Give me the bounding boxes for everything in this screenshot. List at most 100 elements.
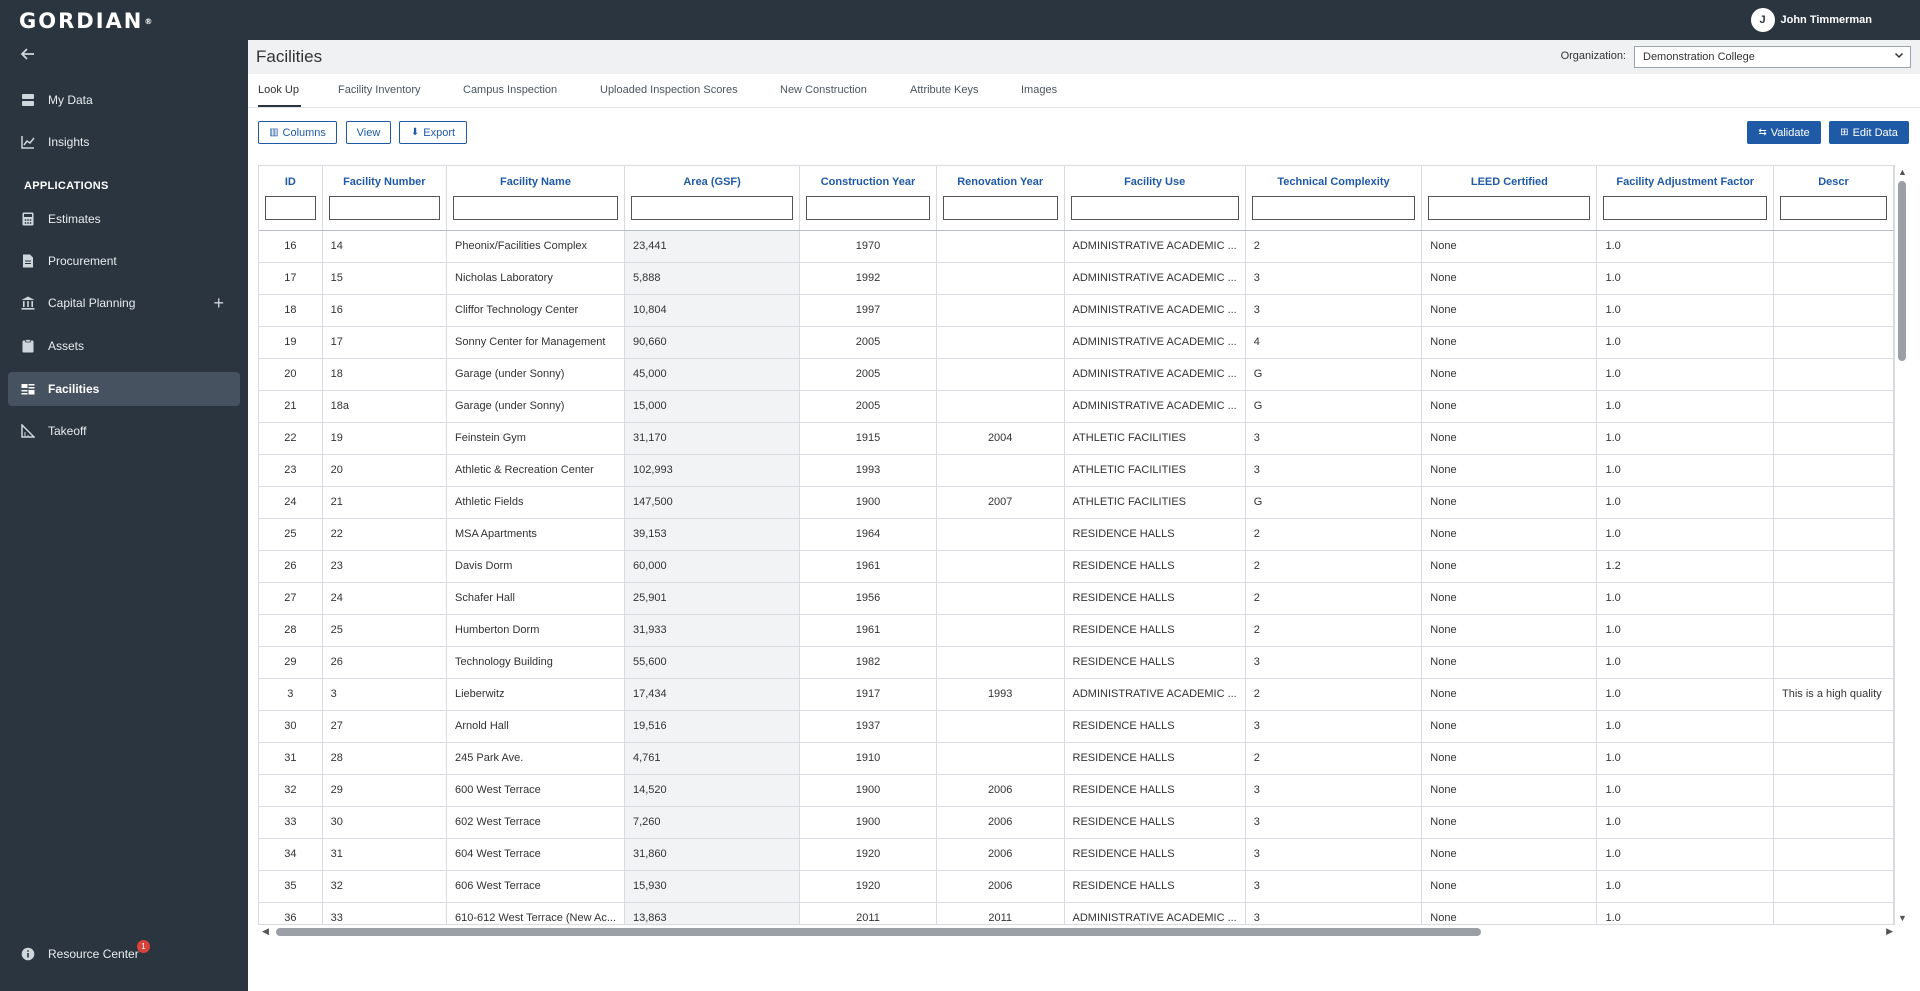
sidebar-item-takeoff[interactable]: Takeoff xyxy=(8,414,240,448)
table-cell: 14,520 xyxy=(624,774,801,807)
column-filter-input[interactable] xyxy=(1070,196,1239,220)
vertical-scrollbar[interactable]: ▲ ▼ xyxy=(1895,165,1909,925)
table-row[interactable]: 34 31 604 West Terrace 31,860 1920 2006 RESIDE… xyxy=(259,838,1894,871)
sidebar-item-resource-center[interactable]: Resource Center xyxy=(8,937,240,971)
table-cell: 600 West Terrace xyxy=(446,774,625,807)
view-button[interactable]: View xyxy=(346,121,391,144)
table-cell: 14 xyxy=(322,230,448,263)
table-row[interactable]: 30 27 Arnold Hall 19,516 1937 RESIDENCE HALLS… xyxy=(259,710,1894,743)
table-cell: 1.0 xyxy=(1596,486,1774,519)
tab-uploaded-inspection-scores[interactable]: Uploaded Inspection Scores xyxy=(600,84,738,96)
column-header[interactable]: Facility Adjustment Factor xyxy=(1596,166,1774,231)
column-header[interactable]: Construction Year xyxy=(799,166,937,231)
table-row[interactable]: 33 30 602 West Terrace 7,260 1900 2006 RESIDEN… xyxy=(259,806,1894,839)
table-cell: 2005 xyxy=(799,358,937,391)
sidebar-item-estimates[interactable]: Estimates xyxy=(8,202,240,236)
gordian-logo[interactable]: GORDIAN ® xyxy=(19,9,153,33)
column-header[interactable]: Technical Complexity xyxy=(1245,166,1423,231)
table-cell: 3 xyxy=(1245,422,1423,455)
edit-data-button[interactable]: ⊞ Edit Data xyxy=(1829,121,1909,144)
column-header[interactable]: Area (GSF) xyxy=(624,166,801,231)
column-filter-input[interactable] xyxy=(942,196,1058,220)
table-row[interactable]: 36 33 610-612 West Terrace (New Ac... 13,86… xyxy=(259,902,1894,924)
table-row[interactable]: 27 24 Schafer Hall 25,901 1956 RESIDENCE HALL… xyxy=(259,582,1894,615)
column-header[interactable]: Facility Name xyxy=(446,166,625,231)
table-cell xyxy=(1773,230,1894,263)
sidebar-item-my-data[interactable]: My Data xyxy=(8,83,240,117)
column-filter-input[interactable] xyxy=(1780,196,1887,220)
tab-new-construction[interactable]: New Construction xyxy=(780,84,867,96)
table-row[interactable]: 22 19 Feinstein Gym 31,170 1915 2004 ATHLETIC … xyxy=(259,422,1894,455)
column-filter-input[interactable] xyxy=(265,196,316,220)
table-row[interactable]: 21 18a Garage (under Sonny) 15,000 2005 ADMIN… xyxy=(259,390,1894,423)
export-button[interactable]: ⬇ Export xyxy=(399,121,467,144)
sidebar-item-capital-planning[interactable]: Capital Planning + xyxy=(8,286,240,320)
organization-select[interactable]: Demonstration College xyxy=(1634,46,1911,68)
table-cell: 31,170 xyxy=(624,422,801,455)
tab-facility-inventory[interactable]: Facility Inventory xyxy=(338,84,421,96)
table-row[interactable]: 16 14 Pheonix/Facilities Complex 23,441 1970… xyxy=(259,230,1894,263)
tab-images[interactable]: Images xyxy=(1021,84,1058,96)
user-menu[interactable]: J John Timmerman xyxy=(1750,8,1872,32)
table-cell xyxy=(1773,550,1894,583)
scroll-up-icon[interactable]: ▲ xyxy=(1898,167,1907,177)
table-cell xyxy=(1773,294,1894,327)
column-header[interactable]: LEED Certified xyxy=(1421,166,1598,231)
table-cell: 1961 xyxy=(799,550,937,583)
table-cell: 23 xyxy=(259,454,323,487)
tab-campus-inspection[interactable]: Campus Inspection xyxy=(463,84,558,96)
table-cell: 2005 xyxy=(799,390,937,423)
sidebar-item-label: Capital Planning xyxy=(48,296,136,310)
column-header[interactable]: ID xyxy=(259,166,323,231)
scroll-down-icon[interactable]: ▼ xyxy=(1898,913,1907,923)
column-filter-input[interactable] xyxy=(806,196,930,220)
sidebar-item-procurement[interactable]: Procurement xyxy=(8,244,240,278)
column-header[interactable]: Descr xyxy=(1773,166,1894,231)
table-cell: 20 xyxy=(259,358,323,391)
tab-attribute-keys[interactable]: Attribute Keys xyxy=(910,84,979,96)
table-cell: 24 xyxy=(322,582,448,615)
column-header[interactable]: Facility Number xyxy=(322,166,448,231)
table-row[interactable]: 17 15 Nicholas Laboratory 5,888 1992 ADMINIST… xyxy=(259,262,1894,295)
table-row[interactable]: 26 23 Davis Dorm 60,000 1961 RESIDENCE HALLS 2… xyxy=(259,550,1894,583)
table-cell: 1900 xyxy=(799,806,937,839)
vertical-scroll-thumb[interactable] xyxy=(1898,181,1906,361)
table-row[interactable]: 28 25 Humberton Dorm 31,933 1961 RESIDENCE HA… xyxy=(259,614,1894,647)
column-filter-input[interactable] xyxy=(1251,196,1416,220)
table-cell: 1982 xyxy=(799,646,937,679)
table-cell: 2006 xyxy=(936,806,1065,839)
table-cell: 1.0 xyxy=(1596,646,1774,679)
column-filter-input[interactable] xyxy=(328,196,440,220)
sidebar-item-facilities[interactable]: Facilities xyxy=(8,372,240,406)
table-cell: 19 xyxy=(322,422,448,455)
table-row[interactable]: 20 18 Garage (under Sonny) 45,000 2005 ADMINI… xyxy=(259,358,1894,391)
sidebar-item-insights[interactable]: Insights xyxy=(8,125,240,159)
column-header[interactable]: Facility Use xyxy=(1064,166,1246,231)
table-row[interactable]: 3 3 Lieberwitz 17,434 1917 1993 ADMINISTRATIVE… xyxy=(259,678,1894,711)
table-row[interactable]: 18 16 Cliffor Technology Center 10,804 1997 A… xyxy=(259,294,1894,327)
validate-button[interactable]: ⇆ Validate xyxy=(1747,121,1821,144)
scroll-right-icon[interactable]: ▶ xyxy=(1886,926,1893,936)
columns-button[interactable]: ▥ Columns xyxy=(258,121,337,144)
column-filter-input[interactable] xyxy=(1603,196,1767,220)
horizontal-scrollbar[interactable]: ◀ ▶ xyxy=(258,924,1895,940)
expand-plus-icon[interactable]: + xyxy=(213,293,224,313)
table-row[interactable]: 25 22 MSA Apartments 39,153 1964 RESIDENCE HA… xyxy=(259,518,1894,551)
table-row[interactable]: 23 20 Athletic & Recreation Center 102,993 1… xyxy=(259,454,1894,487)
column-header-label: ID xyxy=(284,176,296,188)
column-filter-input[interactable] xyxy=(1428,196,1591,220)
table-row[interactable]: 32 29 600 West Terrace 14,520 1900 2006 RESIDE… xyxy=(259,774,1894,807)
sidebar-item-assets[interactable]: Assets xyxy=(8,329,240,363)
back-arrow-icon[interactable] xyxy=(18,44,38,64)
tab-look-up[interactable]: Look Up xyxy=(258,84,299,96)
table-row[interactable]: 19 17 Sonny Center for Management 90,660 200… xyxy=(259,326,1894,359)
column-filter-input[interactable] xyxy=(453,196,618,220)
horizontal-scroll-thumb[interactable] xyxy=(276,928,1481,936)
column-header[interactable]: Renovation Year xyxy=(936,166,1065,231)
table-row[interactable]: 35 32 606 West Terrace 15,930 1920 2006 RESIDE… xyxy=(259,870,1894,903)
table-row[interactable]: 31 28 245 Park Ave. 4,761 1910 RESIDENCE HALL… xyxy=(259,742,1894,775)
table-row[interactable]: 24 21 Athletic Fields 147,500 1900 2007 ATHLET… xyxy=(259,486,1894,519)
column-filter-input[interactable] xyxy=(631,196,794,220)
scroll-left-icon[interactable]: ◀ xyxy=(262,926,269,936)
table-row[interactable]: 29 26 Technology Building 55,600 1982 RESIDEN… xyxy=(259,646,1894,679)
